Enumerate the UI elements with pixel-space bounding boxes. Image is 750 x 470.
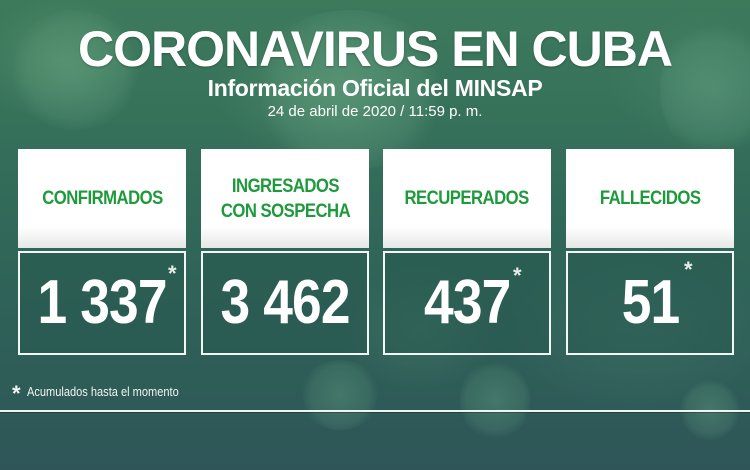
card-header: CONFIRMADOS: [18, 149, 186, 248]
card-header: FALLECIDOS: [566, 149, 734, 248]
card-value: 3 462: [220, 268, 350, 337]
card-value-box: 1 337 *: [18, 251, 186, 355]
card-label: INGRESADOS CON SOSPECHA: [220, 175, 350, 222]
stat-card-fallecidos: FALLECIDOS 51 *: [566, 149, 734, 355]
stat-card-recuperados: RECUPERADOS 437 *: [383, 149, 551, 355]
asterisk-icon: *: [168, 261, 177, 286]
card-value-box: 437 *: [383, 251, 551, 355]
report-date: 24 de abril de 2020 / 11:59 p. m.: [267, 103, 483, 120]
stat-card-confirmados: CONFIRMADOS 1 337 *: [18, 149, 186, 355]
virus-decoration: [250, 10, 450, 170]
virus-decoration: [10, 10, 140, 130]
card-value: 437: [423, 268, 511, 337]
virus-decoration: [300, 360, 380, 430]
asterisk-icon: *: [12, 380, 21, 406]
asterisk-icon: *: [684, 257, 693, 282]
virus-decoration: [460, 360, 530, 440]
stat-card-ingresados: INGRESADOS CON SOSPECHA 3 462: [201, 149, 369, 355]
card-value-box: 3 462: [201, 251, 369, 355]
card-value: 1 337: [37, 268, 167, 337]
card-value-box: 51 *: [566, 251, 734, 355]
page-subtitle: Información Oficial del MINSAP: [207, 75, 543, 101]
footnote: * Acumulados hasta el momento: [12, 380, 205, 406]
card-header: INGRESADOS CON SOSPECHA: [201, 149, 369, 248]
card-value: 51: [621, 268, 679, 337]
card-header: RECUPERADOS: [383, 149, 551, 248]
card-label: CONFIRMADOS: [41, 188, 163, 209]
divider-line: [0, 410, 750, 412]
card-label: RECUPERADOS: [404, 188, 530, 209]
page-title: CORONAVIRUS EN CUBA: [78, 21, 673, 77]
card-label: FALLECIDOS: [599, 188, 701, 209]
virus-decoration: [660, 20, 750, 160]
asterisk-icon: *: [513, 263, 522, 288]
footnote-text: Acumulados hasta el momento: [26, 384, 179, 399]
